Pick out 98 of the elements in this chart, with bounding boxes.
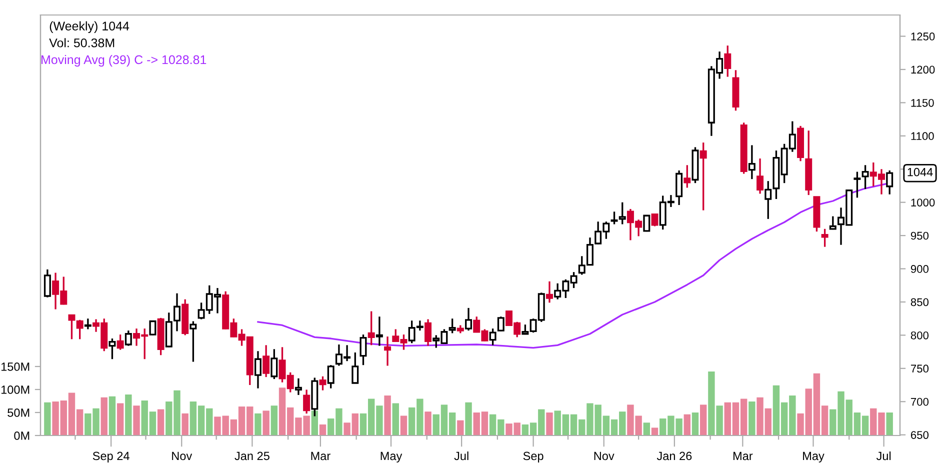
- candlestick: [651, 212, 658, 228]
- bar: [125, 394, 132, 436]
- bar: [133, 406, 140, 436]
- candlestick: [270, 348, 278, 380]
- candlestick: [424, 318, 432, 347]
- y2-tick-label: 100M: [1, 386, 30, 394]
- x-tick-label: Nov: [594, 452, 614, 460]
- candlestick: [124, 330, 132, 347]
- candlestick: [676, 170, 683, 206]
- bar: [700, 404, 707, 436]
- candlestick: [190, 320, 197, 363]
- y-tick-label: 900: [910, 265, 929, 273]
- y-tick-label: 1000: [911, 198, 935, 206]
- bar: [748, 401, 756, 436]
- candlestick: [108, 338, 116, 360]
- bar: [319, 424, 326, 436]
- y-tick-label: 850: [910, 298, 929, 306]
- candlestick: [489, 328, 496, 346]
- bar: [44, 402, 51, 436]
- candlestick: [724, 44, 732, 78]
- candlestick: [327, 364, 334, 390]
- bar: [400, 416, 408, 436]
- candlestick: [360, 334, 367, 366]
- candlestick: [748, 144, 756, 180]
- y-tick-label: 1200: [911, 66, 935, 74]
- candlestick: [262, 344, 270, 378]
- bar: [692, 412, 699, 436]
- y-tick-label: 950: [910, 232, 929, 240]
- candlestick: [448, 318, 456, 334]
- text: Vol: 50.38M: [49, 38, 114, 48]
- bar: [684, 414, 691, 436]
- x-tick-label: Nov: [172, 452, 192, 460]
- y-tick-label: 1150: [911, 98, 934, 107]
- x-tick-label: Jul: [454, 451, 468, 460]
- y2-tick-label: 0M: [14, 432, 30, 440]
- y2-tick-label: 150M: [1, 362, 30, 371]
- candlestick: [116, 334, 124, 351]
- candlestick: [829, 215, 836, 230]
- candlestick: [368, 310, 375, 346]
- candlestick: [497, 316, 504, 332]
- candlestick: [384, 336, 392, 367]
- candlestick: [376, 316, 383, 347]
- candlestick: [352, 352, 359, 384]
- bar: [643, 422, 650, 436]
- y-tick-label: 700: [910, 398, 929, 406]
- x-tick-label: Jan 26: [656, 452, 692, 460]
- candlestick: [303, 388, 310, 414]
- candlestick: [465, 307, 472, 332]
- candlestick: [886, 170, 894, 196]
- y-tick-label: 800: [910, 331, 929, 340]
- chart-title: (Weekly) 1044: [50, 21, 130, 33]
- x-tick-label: Sep: [523, 452, 544, 462]
- bar: [182, 413, 188, 436]
- x-tick-label: May: [803, 452, 824, 462]
- candlestick: [319, 376, 326, 392]
- x-tick-label: Sep 24: [92, 452, 130, 462]
- y-tick-label: 1100: [911, 132, 934, 140]
- candlestick: [254, 350, 262, 390]
- candlestick: [44, 268, 51, 298]
- bar: [100, 397, 108, 436]
- bar: [384, 395, 391, 436]
- candlestick: [854, 170, 861, 199]
- y2-tick-label: 50M: [8, 408, 30, 417]
- candlestick: [84, 318, 92, 330]
- candlestick: [76, 319, 84, 340]
- x-tick-label: Jul: [876, 451, 891, 460]
- candlestick: [294, 378, 302, 396]
- y-tick-label: 1250: [911, 32, 935, 40]
- bar: [457, 420, 464, 436]
- candlestick: [546, 280, 553, 304]
- bar: [465, 402, 472, 436]
- bar: [270, 406, 278, 436]
- bar: [116, 403, 124, 436]
- bar: [546, 412, 553, 436]
- y-tick-label: 650: [910, 431, 929, 439]
- candlestick: [862, 164, 869, 190]
- bar: [108, 396, 116, 436]
- candlestick: [764, 180, 772, 220]
- text: Moving Avg (39) C -> 1028.81: [42, 54, 206, 67]
- candlestick: [700, 142, 707, 212]
- x-tick-label: Mar: [733, 452, 753, 460]
- candlestick: [756, 158, 764, 195]
- bar: [424, 412, 432, 436]
- x-tick-label: Mar: [311, 452, 330, 460]
- bar: [157, 409, 164, 436]
- bar: [392, 403, 399, 436]
- candlestick: [149, 320, 156, 336]
- y-tick-label: 750: [910, 364, 929, 373]
- bar: [254, 413, 262, 436]
- candlestick: [68, 314, 76, 340]
- candlestick: [821, 228, 828, 248]
- candlestick: [684, 164, 691, 189]
- bar: [262, 410, 270, 436]
- bar: [886, 412, 893, 436]
- annotation: 1044: [908, 168, 933, 176]
- x-tick-label: May: [380, 452, 402, 462]
- bar: [651, 428, 658, 436]
- x-tick-label: Jan 25: [234, 452, 270, 460]
